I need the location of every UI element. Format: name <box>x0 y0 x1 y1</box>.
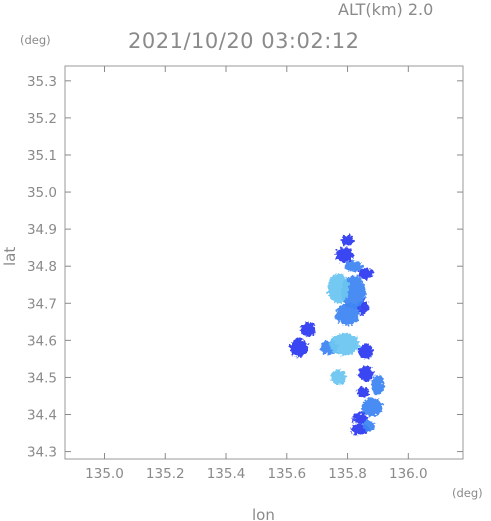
x-tick-label: 135.8 <box>328 466 367 482</box>
y-tick-label: 34.8 <box>27 259 57 275</box>
y-axis-unit: (deg) <box>20 33 51 47</box>
plot-area <box>64 65 464 460</box>
chart-title: 2021/10/20 03:02:12 <box>128 29 360 53</box>
y-tick-label: 34.6 <box>27 333 57 349</box>
echo-cell <box>329 332 360 356</box>
y-tick-label: 34.7 <box>27 296 57 312</box>
echo-cell <box>300 321 316 337</box>
echo-cell <box>356 386 369 398</box>
y-axis-title: lat <box>1 247 19 266</box>
echo-cell <box>344 260 363 272</box>
echo-cell <box>361 397 383 417</box>
echo-cell <box>362 420 375 432</box>
y-tick-label: 34.3 <box>27 445 57 461</box>
y-tick-label: 35.3 <box>27 74 57 90</box>
echo-cell <box>335 303 360 326</box>
y-tick-label: 35.0 <box>27 185 57 201</box>
echo-cell <box>330 370 347 385</box>
x-tick-label: 135.0 <box>85 466 124 482</box>
echo-cell <box>358 344 374 359</box>
y-tick-label: 35.2 <box>27 111 57 127</box>
echo-cell <box>358 366 374 382</box>
x-tick-label: 135.6 <box>267 466 306 482</box>
x-axis-unit: (deg) <box>452 486 483 500</box>
plot-frame <box>64 65 464 460</box>
echo-cell <box>327 273 350 304</box>
radar-echoes <box>289 234 385 435</box>
x-tick-label: 136.0 <box>389 466 428 482</box>
altitude-label: ALT(km) 2.0 <box>338 0 433 19</box>
x-axis-title: lon <box>252 506 275 521</box>
echo-cell <box>341 234 354 246</box>
echo-cell <box>371 373 385 396</box>
y-tick-label: 34.5 <box>27 370 57 386</box>
y-tick-label: 34.4 <box>27 408 57 424</box>
echo-cell <box>352 412 368 424</box>
y-tick-label: 35.1 <box>27 148 57 164</box>
echo-cell <box>335 247 354 263</box>
axis-ticks: 135.0 135.2 135.4 135.6 135.8 136.0 34.3 34.4 34… <box>27 66 463 482</box>
echo-cell <box>358 268 374 280</box>
y-tick-label: 34.9 <box>27 222 57 238</box>
x-tick-label: 135.2 <box>146 466 185 482</box>
x-tick-label: 135.4 <box>207 466 246 482</box>
echo-cell <box>289 338 309 358</box>
